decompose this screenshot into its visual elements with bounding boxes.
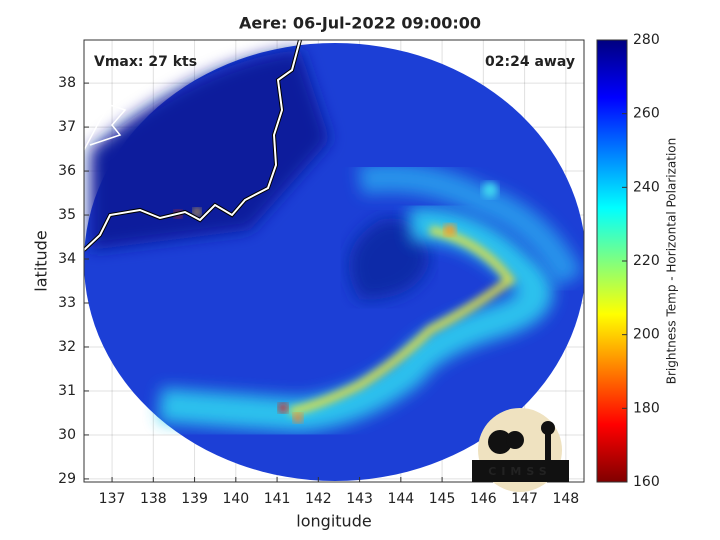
x-tick-label: 139 (181, 491, 208, 507)
colorbar-tick-label: 220 (633, 253, 660, 269)
x-tick-label: 143 (346, 491, 373, 507)
y-tick-label: 33 (58, 295, 76, 311)
y-tick-label: 37 (58, 119, 76, 135)
colorbar-tick-label: 160 (633, 474, 660, 490)
axis-ticks: 137 138 139 140 141 142 143 144 145 146 147 148 29 30… (58, 75, 579, 507)
colorbar-label: Brightness Temp - Horizontal Polarizatio… (665, 138, 679, 385)
x-tick-label: 138 (140, 491, 167, 507)
colorbar-tick-label: 180 (633, 400, 660, 416)
y-tick-label: 34 (58, 251, 76, 267)
y-tick-label: 35 (58, 207, 76, 223)
x-tick-label: 141 (264, 491, 291, 507)
logo: CIMSS (472, 408, 569, 492)
x-tick-label: 144 (387, 491, 414, 507)
x-tick-label: 137 (99, 491, 126, 507)
y-tick-label: 30 (58, 427, 76, 443)
y-tick-label: 32 (58, 339, 76, 355)
y-tick-label: 38 (58, 75, 76, 91)
x-tick-label: 145 (429, 491, 456, 507)
colorbar-tick-label: 240 (633, 179, 660, 195)
title: Aere: 06-Jul-2022 09:00:00 (239, 14, 481, 33)
x-tick-label: 142 (305, 491, 332, 507)
y-tick-label: 36 (58, 163, 76, 179)
y-tick-label: 31 (58, 383, 76, 399)
plot-frame (83, 39, 585, 483)
vmax-annotation: Vmax: 27 kts (94, 54, 197, 70)
x-tick-label: 140 (222, 491, 249, 507)
x-tick-label: 148 (552, 491, 579, 507)
x-tick-label: 147 (511, 491, 538, 507)
logo-text: CIMSS (488, 465, 551, 478)
imagery (84, 40, 584, 481)
colorbar-ticks: 160 180 200 220 240 260 280 (622, 32, 660, 490)
colorbar-tick-label: 200 (633, 327, 660, 343)
time-annotation: 02:24 away (485, 54, 575, 70)
x-tick-label: 146 (470, 491, 497, 507)
colorbar-tick-label: 280 (633, 32, 660, 48)
x-axis-label: longitude (296, 512, 371, 531)
y-axis-label: latitude (32, 230, 51, 291)
y-tick-label: 29 (58, 471, 76, 487)
colorbar-tick-label: 260 (633, 106, 660, 122)
